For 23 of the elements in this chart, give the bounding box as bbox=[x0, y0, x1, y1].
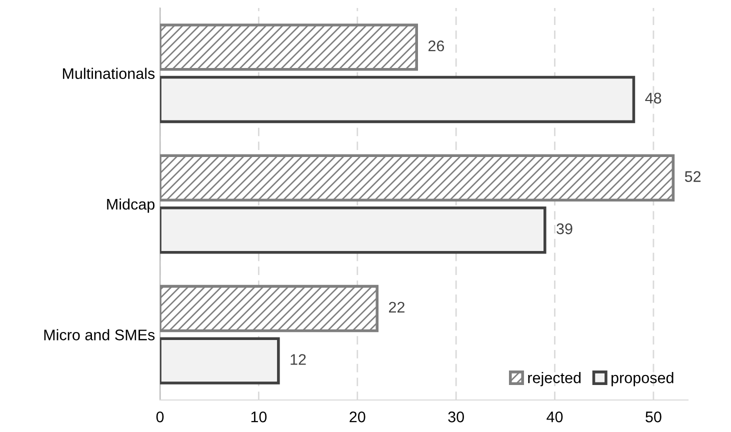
bar bbox=[160, 206, 546, 254]
x-tick-label: 50 bbox=[646, 412, 662, 422]
x-tick-label: 10 bbox=[251, 412, 267, 422]
data-label: 26 bbox=[428, 40, 444, 52]
data-label: 48 bbox=[645, 92, 662, 104]
y-tick-label: Micro and SMEs bbox=[44, 329, 155, 340]
data-label: 52 bbox=[684, 171, 701, 182]
y-tick-label: Multinationals bbox=[62, 68, 155, 80]
y-tick-label: Midcap bbox=[107, 198, 154, 213]
data-label: 39 bbox=[556, 223, 572, 234]
bar bbox=[160, 337, 280, 384]
bar bbox=[160, 284, 379, 332]
data-label: 22 bbox=[389, 302, 404, 312]
x-tick-label: 20 bbox=[350, 412, 366, 422]
bar bbox=[160, 24, 418, 71]
x-tick-label: 40 bbox=[546, 412, 563, 422]
legend-label: proposed bbox=[612, 372, 674, 386]
legend-label: rejected bbox=[528, 372, 581, 386]
bar bbox=[160, 154, 675, 202]
bar bbox=[160, 76, 636, 124]
x-tick-label: 30 bbox=[448, 412, 464, 422]
x-tick-label: 0 bbox=[156, 412, 164, 422]
data-label: 12 bbox=[290, 354, 306, 365]
